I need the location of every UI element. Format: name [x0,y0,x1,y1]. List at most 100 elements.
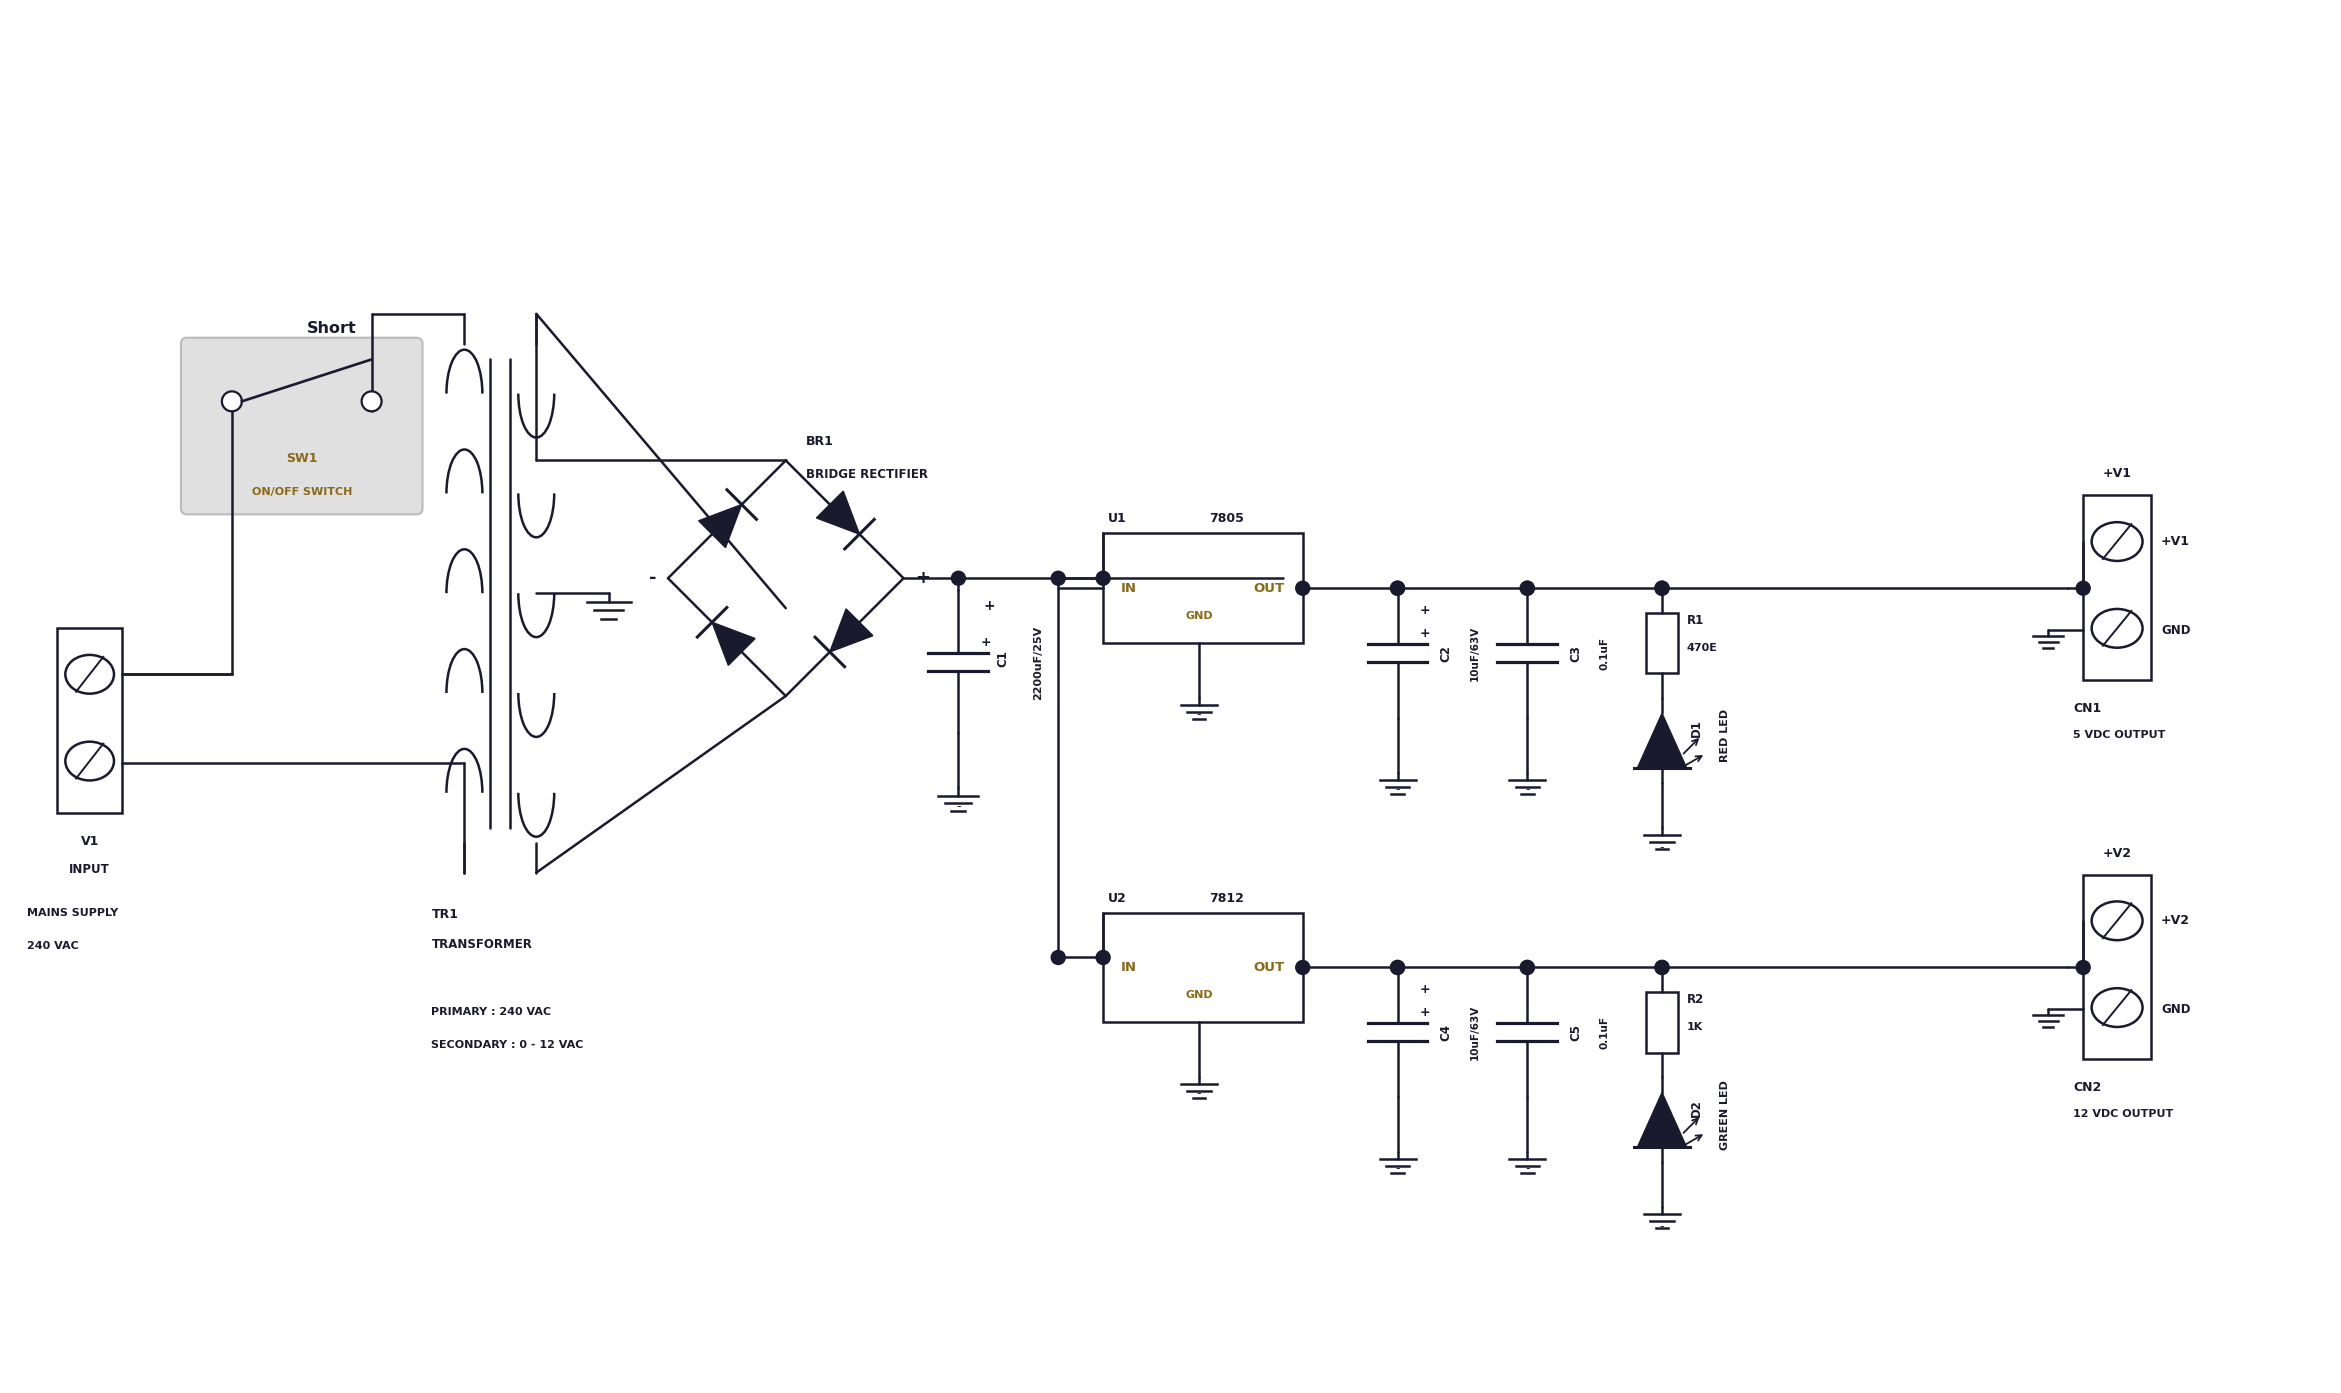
Bar [1646,613,1678,673]
Text: U1: U1 [1107,513,1126,525]
Text: SECONDARY : 0 - 12 VAC: SECONDARY : 0 - 12 VAC [431,1041,583,1050]
Text: -: - [606,605,611,618]
Circle shape [361,391,382,411]
Text: BRIDGE RECTIFIER: BRIDGE RECTIFIER [805,468,927,482]
Circle shape [1391,960,1405,975]
Circle shape [1655,960,1669,975]
Ellipse shape [2091,988,2142,1027]
Text: SW1: SW1 [286,453,318,465]
Text: C4: C4 [1440,1024,1451,1041]
Circle shape [1096,950,1110,964]
Text: MAINS SUPPLY: MAINS SUPPLY [28,908,119,918]
Text: +: + [1419,603,1430,617]
Ellipse shape [66,741,115,780]
Circle shape [950,571,964,585]
Text: 7812: 7812 [1210,892,1245,904]
Circle shape [1051,950,1065,964]
Text: OUT: OUT [1255,961,1285,974]
Text: 2200uF/25V: 2200uF/25V [1032,625,1044,701]
Text: -: - [1660,1220,1664,1233]
Text: 240 VAC: 240 VAC [28,940,80,950]
Circle shape [2076,960,2091,975]
Text: R2: R2 [1688,993,1704,1006]
Text: CN1: CN1 [2074,702,2102,715]
Text: -: - [1196,1087,1201,1100]
Ellipse shape [2091,609,2142,648]
Text: GND: GND [2161,1003,2191,1015]
Text: +V1: +V1 [2102,468,2133,481]
Circle shape [1051,571,1065,585]
Text: 0.1uF: 0.1uF [1599,1015,1608,1049]
Text: +: + [1419,983,1430,996]
Circle shape [1297,581,1309,595]
Text: R1: R1 [1688,614,1704,627]
Text: ON/OFF SWITCH: ON/OFF SWITCH [250,488,351,497]
Circle shape [1391,960,1405,975]
Text: GREEN LED: GREEN LED [1721,1080,1730,1149]
Text: TR1: TR1 [431,908,459,921]
Text: -: - [648,570,655,588]
Text: GND: GND [1185,990,1213,1000]
Text: +: + [1419,627,1430,641]
Bar [1103,534,1302,644]
Text: V1: V1 [80,834,98,848]
Text: CN2: CN2 [2074,1081,2102,1095]
Text: D1: D1 [1690,720,1702,737]
Bar [1103,912,1302,1022]
Text: D2: D2 [1690,1099,1702,1117]
Text: GND: GND [2161,624,2191,637]
Text: -: - [1395,783,1400,795]
Polygon shape [1639,1092,1686,1146]
Text: 0.1uF: 0.1uF [1599,637,1608,670]
Text: BR1: BR1 [805,436,833,449]
Text: INPUT: INPUT [70,862,110,876]
Text: PRIMARY : 240 VAC: PRIMARY : 240 VAC [431,1007,552,1017]
Bar [2083,496,2151,680]
Circle shape [1655,581,1669,595]
Text: C1: C1 [997,649,1009,666]
Text: U2: U2 [1107,892,1126,904]
Ellipse shape [66,655,115,694]
Polygon shape [817,492,859,534]
Circle shape [1655,960,1669,975]
Ellipse shape [2091,522,2142,561]
Text: C2: C2 [1440,645,1451,662]
Polygon shape [712,623,756,666]
Circle shape [1391,581,1405,595]
Bar [1646,992,1678,1053]
Text: GND: GND [1185,610,1213,621]
Text: 10uF/63V: 10uF/63V [1470,625,1480,681]
Circle shape [1655,581,1669,595]
Circle shape [1096,571,1110,585]
Polygon shape [829,609,873,652]
Circle shape [1391,581,1405,595]
Text: +V2: +V2 [2161,914,2191,928]
Text: -: - [1524,783,1529,795]
Text: +: + [983,599,995,613]
Text: -: - [1660,841,1664,854]
Circle shape [2076,581,2091,595]
Circle shape [1519,581,1533,595]
Circle shape [1519,581,1533,595]
Circle shape [1519,960,1533,975]
Text: 12 VDC OUTPUT: 12 VDC OUTPUT [2074,1109,2172,1119]
FancyBboxPatch shape [180,337,421,514]
Text: IN: IN [1121,961,1138,974]
Text: -: - [1524,1162,1529,1176]
Text: IN: IN [1121,582,1138,595]
Text: -: - [1196,708,1201,722]
Text: C5: C5 [1568,1024,1583,1041]
Polygon shape [698,504,742,547]
Text: +V1: +V1 [2161,535,2191,547]
Polygon shape [1639,713,1686,768]
Bar [2083,875,2151,1059]
Text: TRANSFORMER: TRANSFORMER [431,937,531,950]
Text: +V2: +V2 [2102,847,2133,859]
Text: -: - [1395,1162,1400,1176]
Circle shape [1297,960,1309,975]
Text: 5 VDC OUTPUT: 5 VDC OUTPUT [2074,730,2165,740]
Text: 1K: 1K [1688,1022,1704,1032]
Text: Short: Short [307,320,356,336]
Text: +: + [915,570,929,588]
Text: RED LED: RED LED [1721,709,1730,762]
